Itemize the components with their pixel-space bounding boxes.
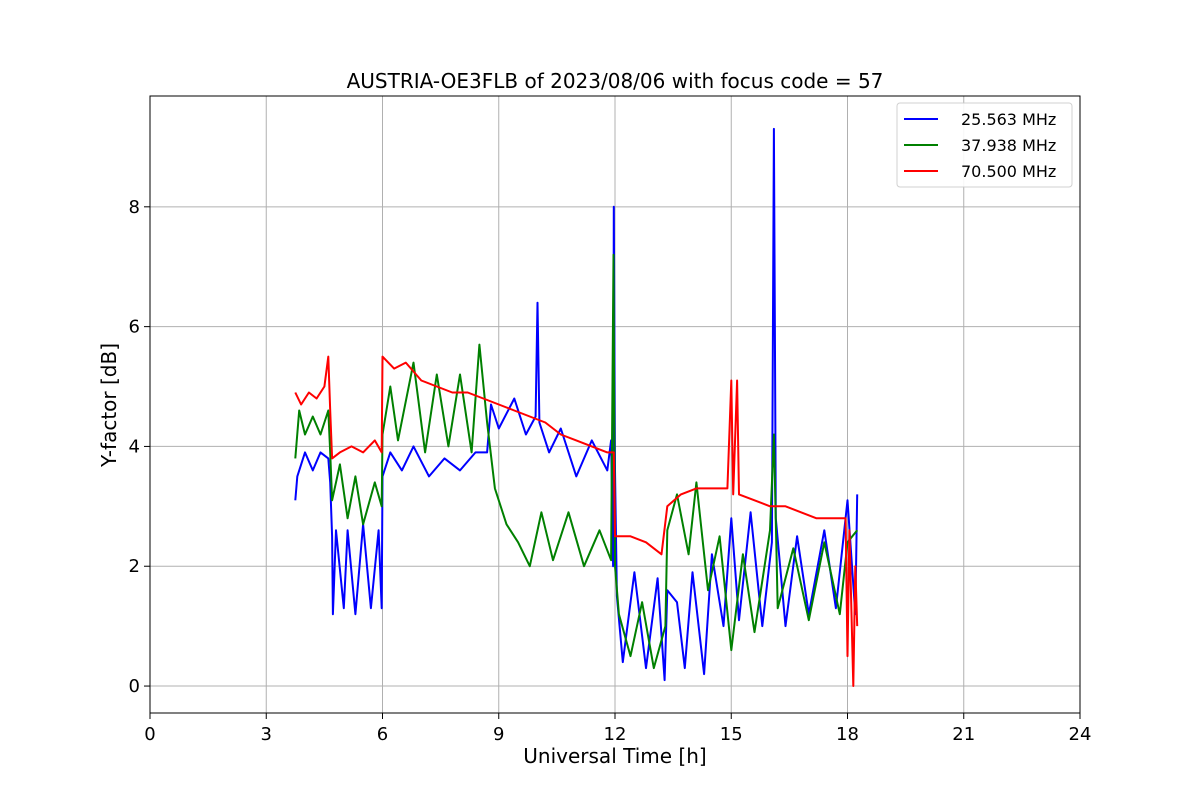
legend-entry: 37.938 MHz <box>961 136 1056 155</box>
legend-box <box>896 102 1073 188</box>
y-tick-label: 2 <box>129 556 140 577</box>
series-line-1 <box>294 127 859 682</box>
y-tick-label: 6 <box>129 317 140 338</box>
x-tick-label: 6 <box>377 724 388 745</box>
legend-entry: 70.500 MHz <box>961 162 1056 181</box>
legend: 25.563 MHz 37.938 MHz 70.500 MHz <box>896 102 1073 188</box>
x-tick-label: 18 <box>836 724 859 745</box>
x-tick-label: 21 <box>952 724 975 745</box>
chart-title: AUSTRIA-OE3FLB of 2023/08/06 with focus … <box>347 69 884 93</box>
x-tick-label: 24 <box>1069 724 1092 745</box>
y-tick-label: 0 <box>129 676 140 697</box>
x-tick-label: 0 <box>144 724 155 745</box>
series-lines <box>294 127 859 687</box>
series-line-2 <box>294 253 858 670</box>
x-axis-label: Universal Time [h] <box>523 744 706 768</box>
y-tick-label: 4 <box>129 436 140 457</box>
x-tick-label: 12 <box>604 724 627 745</box>
x-tick-label: 3 <box>261 724 272 745</box>
series-line-3 <box>294 355 859 687</box>
x-tick-label: 9 <box>493 724 504 745</box>
y-axis-label: Y-factor [dB] <box>97 343 121 468</box>
y-tick-label: 8 <box>129 197 140 218</box>
x-tick-label: 15 <box>720 724 743 745</box>
legend-entry: 25.563 MHz <box>961 110 1056 129</box>
